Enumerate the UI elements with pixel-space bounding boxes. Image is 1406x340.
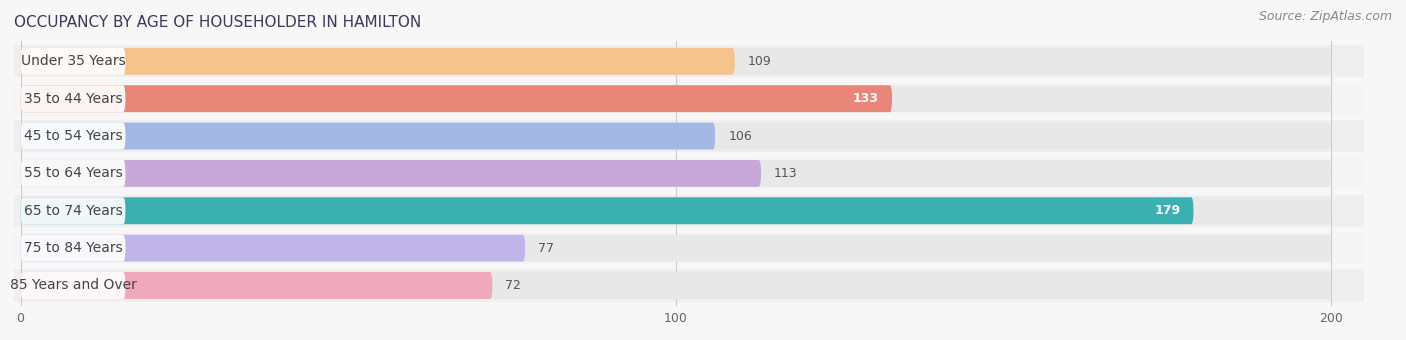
Text: 75 to 84 Years: 75 to 84 Years [24,241,122,255]
FancyBboxPatch shape [21,160,125,187]
Text: 106: 106 [728,130,752,142]
FancyBboxPatch shape [21,160,761,187]
Text: Source: ZipAtlas.com: Source: ZipAtlas.com [1258,10,1392,23]
Bar [14,232,1364,264]
Text: OCCUPANCY BY AGE OF HOUSEHOLDER IN HAMILTON: OCCUPANCY BY AGE OF HOUSEHOLDER IN HAMIL… [14,15,422,30]
FancyBboxPatch shape [21,235,125,261]
FancyBboxPatch shape [21,272,125,299]
Bar [14,269,1364,302]
Text: Under 35 Years: Under 35 Years [21,54,125,68]
FancyBboxPatch shape [21,85,891,112]
Text: 113: 113 [775,167,797,180]
Bar [14,120,1364,152]
FancyBboxPatch shape [21,48,125,75]
Bar [14,157,1364,189]
Text: 65 to 74 Years: 65 to 74 Years [24,204,122,218]
FancyBboxPatch shape [21,235,524,261]
FancyBboxPatch shape [21,272,1331,299]
FancyBboxPatch shape [21,48,1331,75]
FancyBboxPatch shape [21,197,1194,224]
Bar [14,45,1364,78]
Text: 85 Years and Over: 85 Years and Over [10,278,136,292]
FancyBboxPatch shape [21,123,125,150]
FancyBboxPatch shape [21,197,1331,224]
Text: 55 to 64 Years: 55 to 64 Years [24,166,122,181]
FancyBboxPatch shape [21,197,125,224]
Bar [14,83,1364,115]
FancyBboxPatch shape [21,123,716,150]
FancyBboxPatch shape [21,235,1331,261]
FancyBboxPatch shape [21,272,492,299]
Text: 72: 72 [506,279,522,292]
FancyBboxPatch shape [21,85,1331,112]
FancyBboxPatch shape [21,85,125,112]
Text: 77: 77 [538,242,554,255]
Text: 133: 133 [853,92,879,105]
Text: 109: 109 [748,55,772,68]
FancyBboxPatch shape [21,48,735,75]
Bar [14,195,1364,227]
Text: 35 to 44 Years: 35 to 44 Years [24,92,122,106]
FancyBboxPatch shape [21,123,1331,150]
Text: 45 to 54 Years: 45 to 54 Years [24,129,122,143]
FancyBboxPatch shape [21,160,1331,187]
Text: 179: 179 [1154,204,1181,217]
